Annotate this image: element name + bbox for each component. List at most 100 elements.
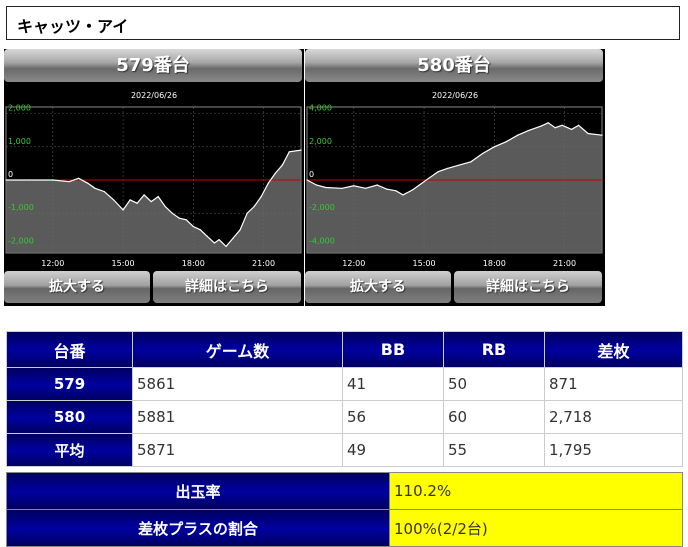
- x-tick-label: 18:00: [182, 259, 205, 268]
- data-point: [561, 124, 563, 126]
- cell-games: 5871: [132, 433, 343, 467]
- y-tick-label: 4,000: [309, 104, 332, 113]
- y-tick-label: 2,000: [309, 137, 332, 146]
- zoom-button[interactable]: 拡大する: [305, 271, 451, 303]
- data-point: [428, 177, 430, 179]
- detail-button[interactable]: 詳細はこちら: [153, 271, 301, 303]
- data-point: [505, 141, 507, 143]
- x-tick-label: 15:00: [413, 259, 436, 268]
- table-row: 平均 5871 49 55 1,795: [6, 433, 683, 467]
- header-games: ゲーム数: [132, 331, 343, 368]
- data-point: [260, 195, 262, 198]
- data-point: [274, 172, 276, 174]
- data-point: [281, 164, 283, 166]
- cell-rb: 55: [443, 433, 545, 467]
- data-point: [470, 161, 472, 163]
- data-point: [5, 179, 7, 181]
- data-point: [178, 217, 180, 219]
- cell-games: 5881: [132, 400, 343, 434]
- data-point: [77, 177, 80, 179]
- chart-date-label: 2022/06/26: [432, 91, 478, 100]
- cell-games: 5861: [132, 367, 343, 401]
- cell-diff: 2,718: [544, 400, 683, 434]
- data-point: [288, 151, 290, 153]
- data-point: [306, 179, 308, 181]
- data-point: [129, 199, 131, 201]
- data-point: [136, 202, 138, 204]
- data-point: [122, 209, 124, 211]
- x-tick-label: 21:00: [252, 259, 275, 268]
- data-point: [164, 205, 166, 208]
- data-point: [68, 181, 70, 183]
- cell-bb: 41: [342, 367, 444, 401]
- header-rb: RB: [443, 331, 545, 368]
- summary-row: 出玉率 110.2%: [6, 472, 683, 510]
- data-point: [458, 164, 460, 166]
- x-tick-label: 18:00: [483, 259, 506, 268]
- summary-table: 出玉率 110.2% 差枚プラスの割合 100%(2/2台): [6, 472, 683, 547]
- row-label: 580: [6, 400, 133, 434]
- data-point: [481, 152, 484, 155]
- data-point: [517, 134, 519, 136]
- y-tick-label: 0: [8, 170, 13, 179]
- data-point: [206, 235, 208, 238]
- machine-panel-580: 580番台 2022/06/26 4,000 2,000 0 -2,000 -4,000 1…: [305, 49, 605, 306]
- data-point: [376, 184, 378, 186]
- cell-diff: 1,795: [544, 433, 683, 467]
- table-row: 579 5861 41 50 871: [6, 367, 683, 401]
- data-point: [402, 194, 404, 196]
- y-tick-label: -1,000: [8, 203, 34, 212]
- data-point: [547, 122, 549, 124]
- machine-header[interactable]: 579番台: [4, 49, 302, 82]
- data-point: [192, 225, 194, 228]
- data-point: [253, 205, 255, 208]
- data-point: [185, 219, 187, 221]
- data-point: [364, 187, 367, 189]
- page-title-box: キャッツ・アイ: [6, 6, 680, 40]
- page-title: キャッツ・アイ: [17, 17, 129, 36]
- machine-panel-579: 579番台 2022/06/26 2,000 1,000 0 -1,000 -2,000 1…: [4, 49, 304, 306]
- data-point: [150, 200, 152, 203]
- data-point: [587, 132, 589, 135]
- zoom-button[interactable]: 拡大する: [4, 271, 150, 303]
- plus-ratio-label: 差枚プラスの割合: [6, 509, 390, 547]
- machine-stats-table: 台番 ゲーム数 BB RB 差枚 579 5861 41 50 871 580 …: [6, 331, 683, 467]
- table-row: 580 5881 56 60 2,718: [6, 400, 683, 434]
- data-point: [199, 229, 201, 231]
- data-point: [143, 194, 145, 196]
- data-point: [225, 245, 227, 247]
- row-label: 579: [6, 367, 133, 401]
- cell-bb: 56: [342, 400, 444, 434]
- data-point: [113, 199, 115, 201]
- slump-graph: 2022/06/26 4,000 2,000 0 -2,000 -4,000 12:00 15…: [306, 91, 603, 268]
- data-point: [353, 185, 355, 187]
- data-point: [601, 134, 603, 136]
- data-point: [540, 125, 542, 127]
- y-tick-label: -4,000: [309, 236, 335, 245]
- data-point: [395, 190, 397, 192]
- cell-bb: 49: [342, 433, 444, 467]
- data-point: [300, 149, 302, 151]
- chart-date-label: 2022/06/26: [131, 91, 177, 100]
- plus-ratio-value: 100%(2/2台): [389, 509, 683, 547]
- slump-graph: 2022/06/26 2,000 1,000 0 -1,000 -2,000 12:00 15…: [5, 91, 302, 268]
- data-point: [437, 171, 439, 173]
- data-point: [315, 184, 317, 186]
- data-point: [386, 188, 388, 190]
- data-point: [570, 128, 573, 130]
- y-tick-label: 1,000: [8, 137, 31, 146]
- y-tick-label: 2,000: [8, 104, 31, 113]
- summary-row: 差枚プラスの割合 100%(2/2台): [6, 509, 683, 547]
- header-machine-number: 台番: [6, 331, 133, 368]
- cell-rb: 60: [443, 400, 545, 434]
- data-point: [87, 182, 89, 184]
- data-point: [325, 186, 327, 189]
- detail-button[interactable]: 詳細はこちら: [454, 271, 602, 303]
- machine-header[interactable]: 580番台: [305, 49, 603, 82]
- y-tick-label: -2,000: [8, 236, 34, 245]
- header-diff: 差枚: [544, 331, 683, 368]
- data-point: [232, 237, 234, 239]
- data-point: [528, 129, 531, 131]
- y-tick-label: 0: [309, 170, 314, 179]
- row-label: 平均: [6, 433, 133, 467]
